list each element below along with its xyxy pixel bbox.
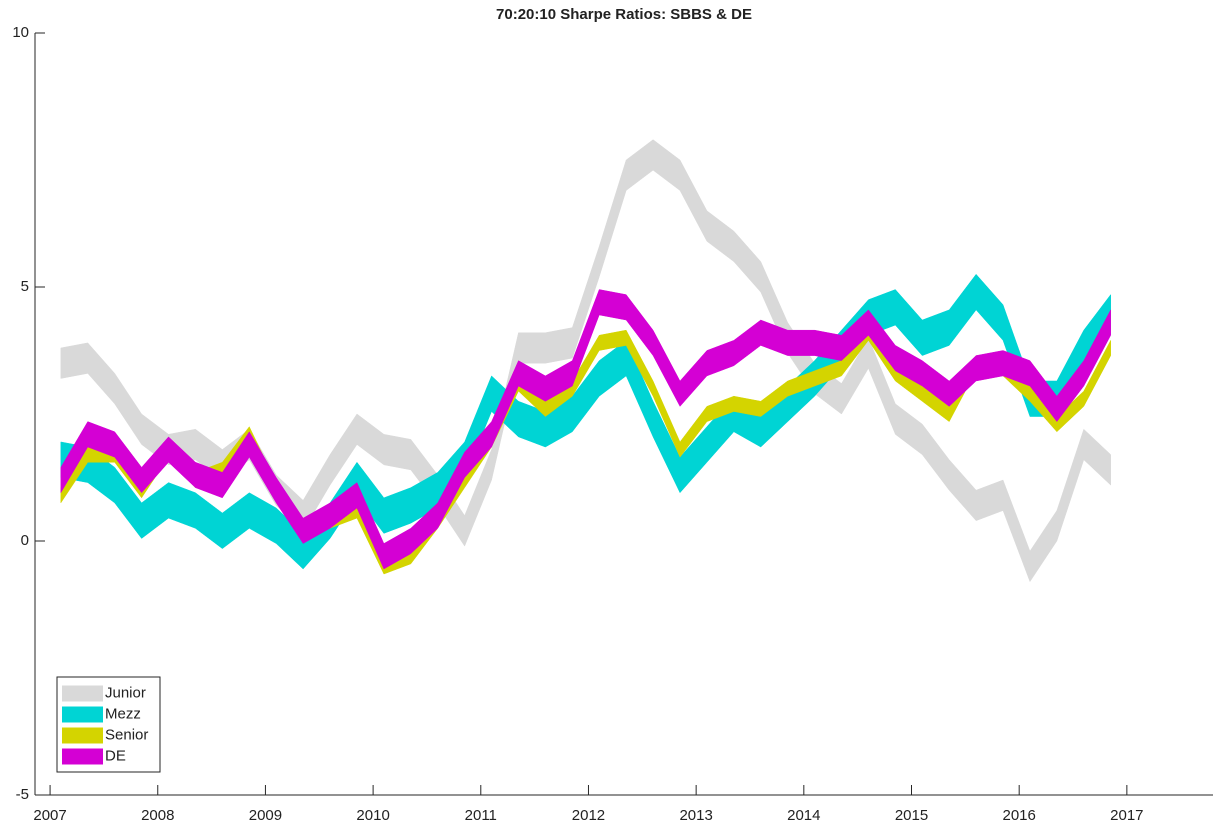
chart-title: 70:20:10 Sharpe Ratios: SBBS & DE <box>496 6 752 23</box>
y-tick-label: 0 <box>21 532 29 549</box>
legend-label: DE <box>105 747 126 764</box>
x-tick-label: 2015 <box>895 807 928 824</box>
x-tick-label: 2016 <box>1002 807 1035 824</box>
x-tick-label: 2010 <box>356 807 389 824</box>
band-area <box>60 139 1111 583</box>
x-tick-label: 2009 <box>249 807 282 824</box>
legend-label: Junior <box>105 684 146 701</box>
x-tick-label: 2007 <box>33 807 66 824</box>
x-tick-label: 2017 <box>1110 807 1143 824</box>
y-tick-label: -5 <box>16 786 29 803</box>
x-tick-label: 2013 <box>679 807 712 824</box>
legend-swatch <box>62 685 103 702</box>
x-tick-label: 2008 <box>141 807 174 824</box>
x-tick-label: 2014 <box>787 807 820 824</box>
legend-swatch <box>62 706 103 723</box>
legend-swatch <box>62 727 103 744</box>
legend-label: Senior <box>105 726 148 743</box>
legend-label: Mezz <box>105 705 141 722</box>
y-tick-label: 5 <box>21 278 29 295</box>
band-area <box>60 273 1111 570</box>
legend-swatch <box>62 748 103 765</box>
x-tick-label: 2011 <box>465 807 497 824</box>
y-tick-label: 10 <box>12 24 29 41</box>
legend: Junior Mezz Senior DE <box>56 676 161 773</box>
x-tick-label: 2012 <box>572 807 605 824</box>
band-area <box>60 289 1111 570</box>
